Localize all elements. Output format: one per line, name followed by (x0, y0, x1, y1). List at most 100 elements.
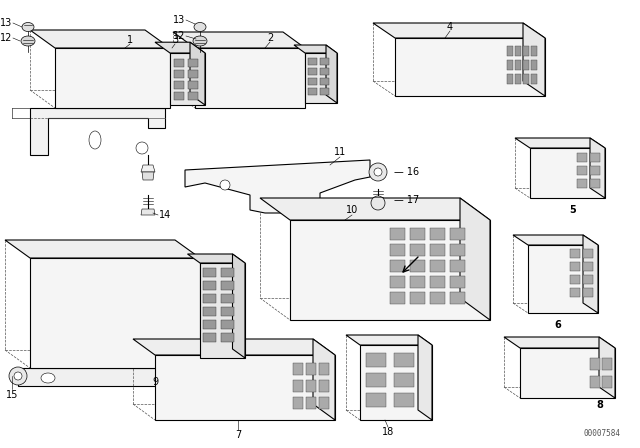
Text: 11: 11 (334, 147, 346, 157)
Polygon shape (394, 373, 414, 387)
Polygon shape (450, 276, 465, 288)
Polygon shape (373, 23, 545, 38)
Text: 15: 15 (6, 390, 18, 400)
Polygon shape (366, 373, 386, 387)
Polygon shape (203, 294, 216, 303)
Polygon shape (410, 292, 425, 304)
Polygon shape (531, 46, 537, 56)
Polygon shape (308, 58, 317, 65)
Polygon shape (319, 363, 329, 375)
Polygon shape (410, 244, 425, 256)
Polygon shape (203, 333, 216, 342)
Polygon shape (174, 59, 184, 67)
Polygon shape (507, 46, 513, 56)
Polygon shape (450, 244, 465, 256)
Polygon shape (523, 23, 545, 96)
Polygon shape (203, 307, 216, 316)
Polygon shape (294, 45, 337, 53)
Polygon shape (570, 262, 580, 271)
Text: 12: 12 (0, 33, 12, 43)
Polygon shape (188, 254, 245, 263)
Polygon shape (583, 249, 593, 258)
Polygon shape (170, 53, 205, 105)
Polygon shape (320, 58, 329, 65)
Circle shape (136, 142, 148, 154)
Polygon shape (590, 179, 600, 188)
Polygon shape (450, 292, 465, 304)
Polygon shape (142, 172, 154, 180)
Polygon shape (319, 380, 329, 392)
Polygon shape (203, 320, 216, 329)
Polygon shape (515, 46, 521, 56)
Polygon shape (195, 48, 305, 108)
Polygon shape (590, 376, 600, 388)
Polygon shape (306, 363, 316, 375)
Polygon shape (394, 353, 414, 367)
Polygon shape (460, 198, 490, 320)
Text: 8: 8 (596, 400, 604, 410)
Polygon shape (590, 153, 600, 162)
Polygon shape (513, 235, 598, 245)
Polygon shape (173, 32, 305, 48)
Polygon shape (430, 276, 445, 288)
Polygon shape (366, 393, 386, 407)
Polygon shape (504, 337, 615, 348)
Polygon shape (293, 380, 303, 392)
Polygon shape (18, 368, 190, 386)
Ellipse shape (22, 22, 34, 31)
Polygon shape (221, 268, 234, 277)
Polygon shape (346, 335, 432, 345)
Polygon shape (520, 348, 615, 398)
Polygon shape (390, 276, 405, 288)
Polygon shape (366, 353, 386, 367)
Polygon shape (531, 74, 537, 84)
Polygon shape (155, 42, 205, 53)
Polygon shape (583, 288, 593, 297)
Polygon shape (583, 262, 593, 271)
Circle shape (371, 196, 385, 210)
Polygon shape (203, 281, 216, 290)
Text: 2: 2 (267, 33, 273, 43)
Polygon shape (570, 249, 580, 258)
Polygon shape (395, 38, 545, 96)
Text: — 17: — 17 (394, 195, 419, 205)
Polygon shape (221, 333, 234, 342)
Polygon shape (174, 92, 184, 100)
Polygon shape (174, 81, 184, 89)
Polygon shape (203, 268, 216, 277)
Polygon shape (306, 397, 316, 409)
Polygon shape (577, 153, 587, 162)
Polygon shape (55, 48, 170, 108)
Polygon shape (30, 108, 165, 155)
Polygon shape (430, 292, 445, 304)
Text: — 16: — 16 (394, 167, 419, 177)
Polygon shape (221, 320, 234, 329)
Circle shape (369, 163, 387, 181)
Polygon shape (577, 166, 587, 175)
Circle shape (9, 367, 27, 385)
Text: 18: 18 (382, 427, 394, 437)
Polygon shape (141, 209, 155, 215)
Polygon shape (320, 78, 329, 85)
Polygon shape (599, 337, 615, 398)
Polygon shape (155, 355, 335, 420)
Text: 13: 13 (173, 15, 185, 25)
Text: 5: 5 (570, 205, 577, 215)
Circle shape (220, 180, 230, 190)
Polygon shape (30, 258, 200, 368)
Polygon shape (430, 244, 445, 256)
Polygon shape (360, 345, 432, 420)
Circle shape (374, 168, 382, 176)
Polygon shape (602, 376, 612, 388)
Polygon shape (188, 81, 198, 89)
Polygon shape (450, 228, 465, 240)
Polygon shape (410, 276, 425, 288)
Polygon shape (308, 78, 317, 85)
Polygon shape (523, 74, 529, 84)
Polygon shape (430, 228, 445, 240)
Ellipse shape (41, 373, 55, 383)
Text: 1: 1 (127, 35, 133, 45)
Polygon shape (530, 148, 605, 198)
Polygon shape (133, 339, 335, 355)
Polygon shape (308, 88, 317, 95)
